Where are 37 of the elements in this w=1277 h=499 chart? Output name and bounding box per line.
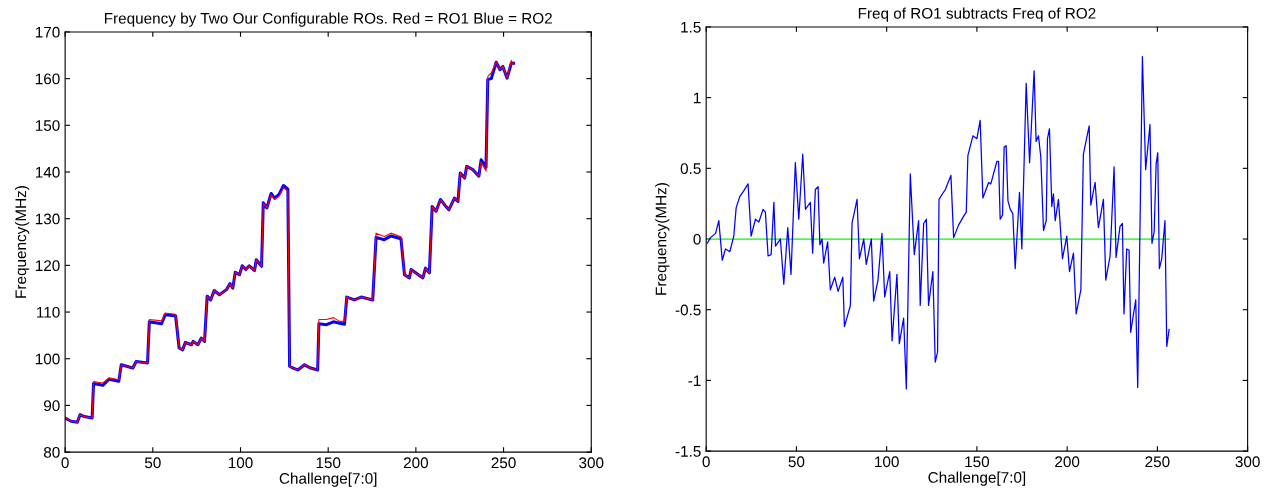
x-tick-label: 0 <box>702 456 710 468</box>
x-tick-label: 150 <box>965 456 990 468</box>
x-tick-label: 150 <box>316 457 341 469</box>
x-axis-title: Challenge[7:0] <box>279 472 377 487</box>
y-tick-label: 120 <box>35 260 60 272</box>
x-tick-label: 0 <box>61 457 69 469</box>
y-tick-label: 0 <box>693 233 701 245</box>
y-axis-title: Frequency(MHz) <box>14 186 30 298</box>
x-tick-label: 250 <box>491 457 516 469</box>
x-axis-title: Challenge[7:0] <box>928 471 1026 486</box>
y-tick-label: 100 <box>35 353 60 365</box>
y-tick-label: -1 <box>688 375 701 386</box>
y-tick-label: 170 <box>35 26 60 38</box>
y-tick-label: -0.5 <box>675 304 701 316</box>
y-tick-label: 110 <box>37 306 60 318</box>
y-tick-label: 0.5 <box>680 163 701 175</box>
x-tick-label: 100 <box>875 456 899 468</box>
x-tick-label: 100 <box>228 457 253 469</box>
y-tick-label: 130 <box>35 213 60 225</box>
y-tick-label: 90 <box>43 400 60 412</box>
y-tick-label: 80 <box>43 446 60 458</box>
chart-title: Frequency by Two Our Configurable ROs. Red = RO1 Blue = RO2 <box>104 12 552 27</box>
y-tick-label: 1 <box>693 92 701 104</box>
y-axis-title: Frequency(MHz) <box>655 183 670 295</box>
y-tick-label: 150 <box>35 120 60 131</box>
x-tick-label: 300 <box>1235 456 1260 468</box>
y-tick-label: 140 <box>35 166 60 178</box>
x-tick-label: 200 <box>1055 456 1080 468</box>
x-tick-label: 200 <box>403 457 429 469</box>
chart-title: Freq of RO1 subtracts Freq of RO2 <box>858 7 1096 22</box>
y-tick-label: 1.5 <box>681 21 701 33</box>
y-tick-label: -1.5 <box>675 446 701 457</box>
x-tick-label: 250 <box>1145 456 1170 468</box>
x-tick-label: 50 <box>144 457 161 469</box>
x-tick-label: 50 <box>788 456 805 468</box>
y-tick-label: 160 <box>35 73 60 85</box>
x-tick-label: 300 <box>579 457 604 469</box>
